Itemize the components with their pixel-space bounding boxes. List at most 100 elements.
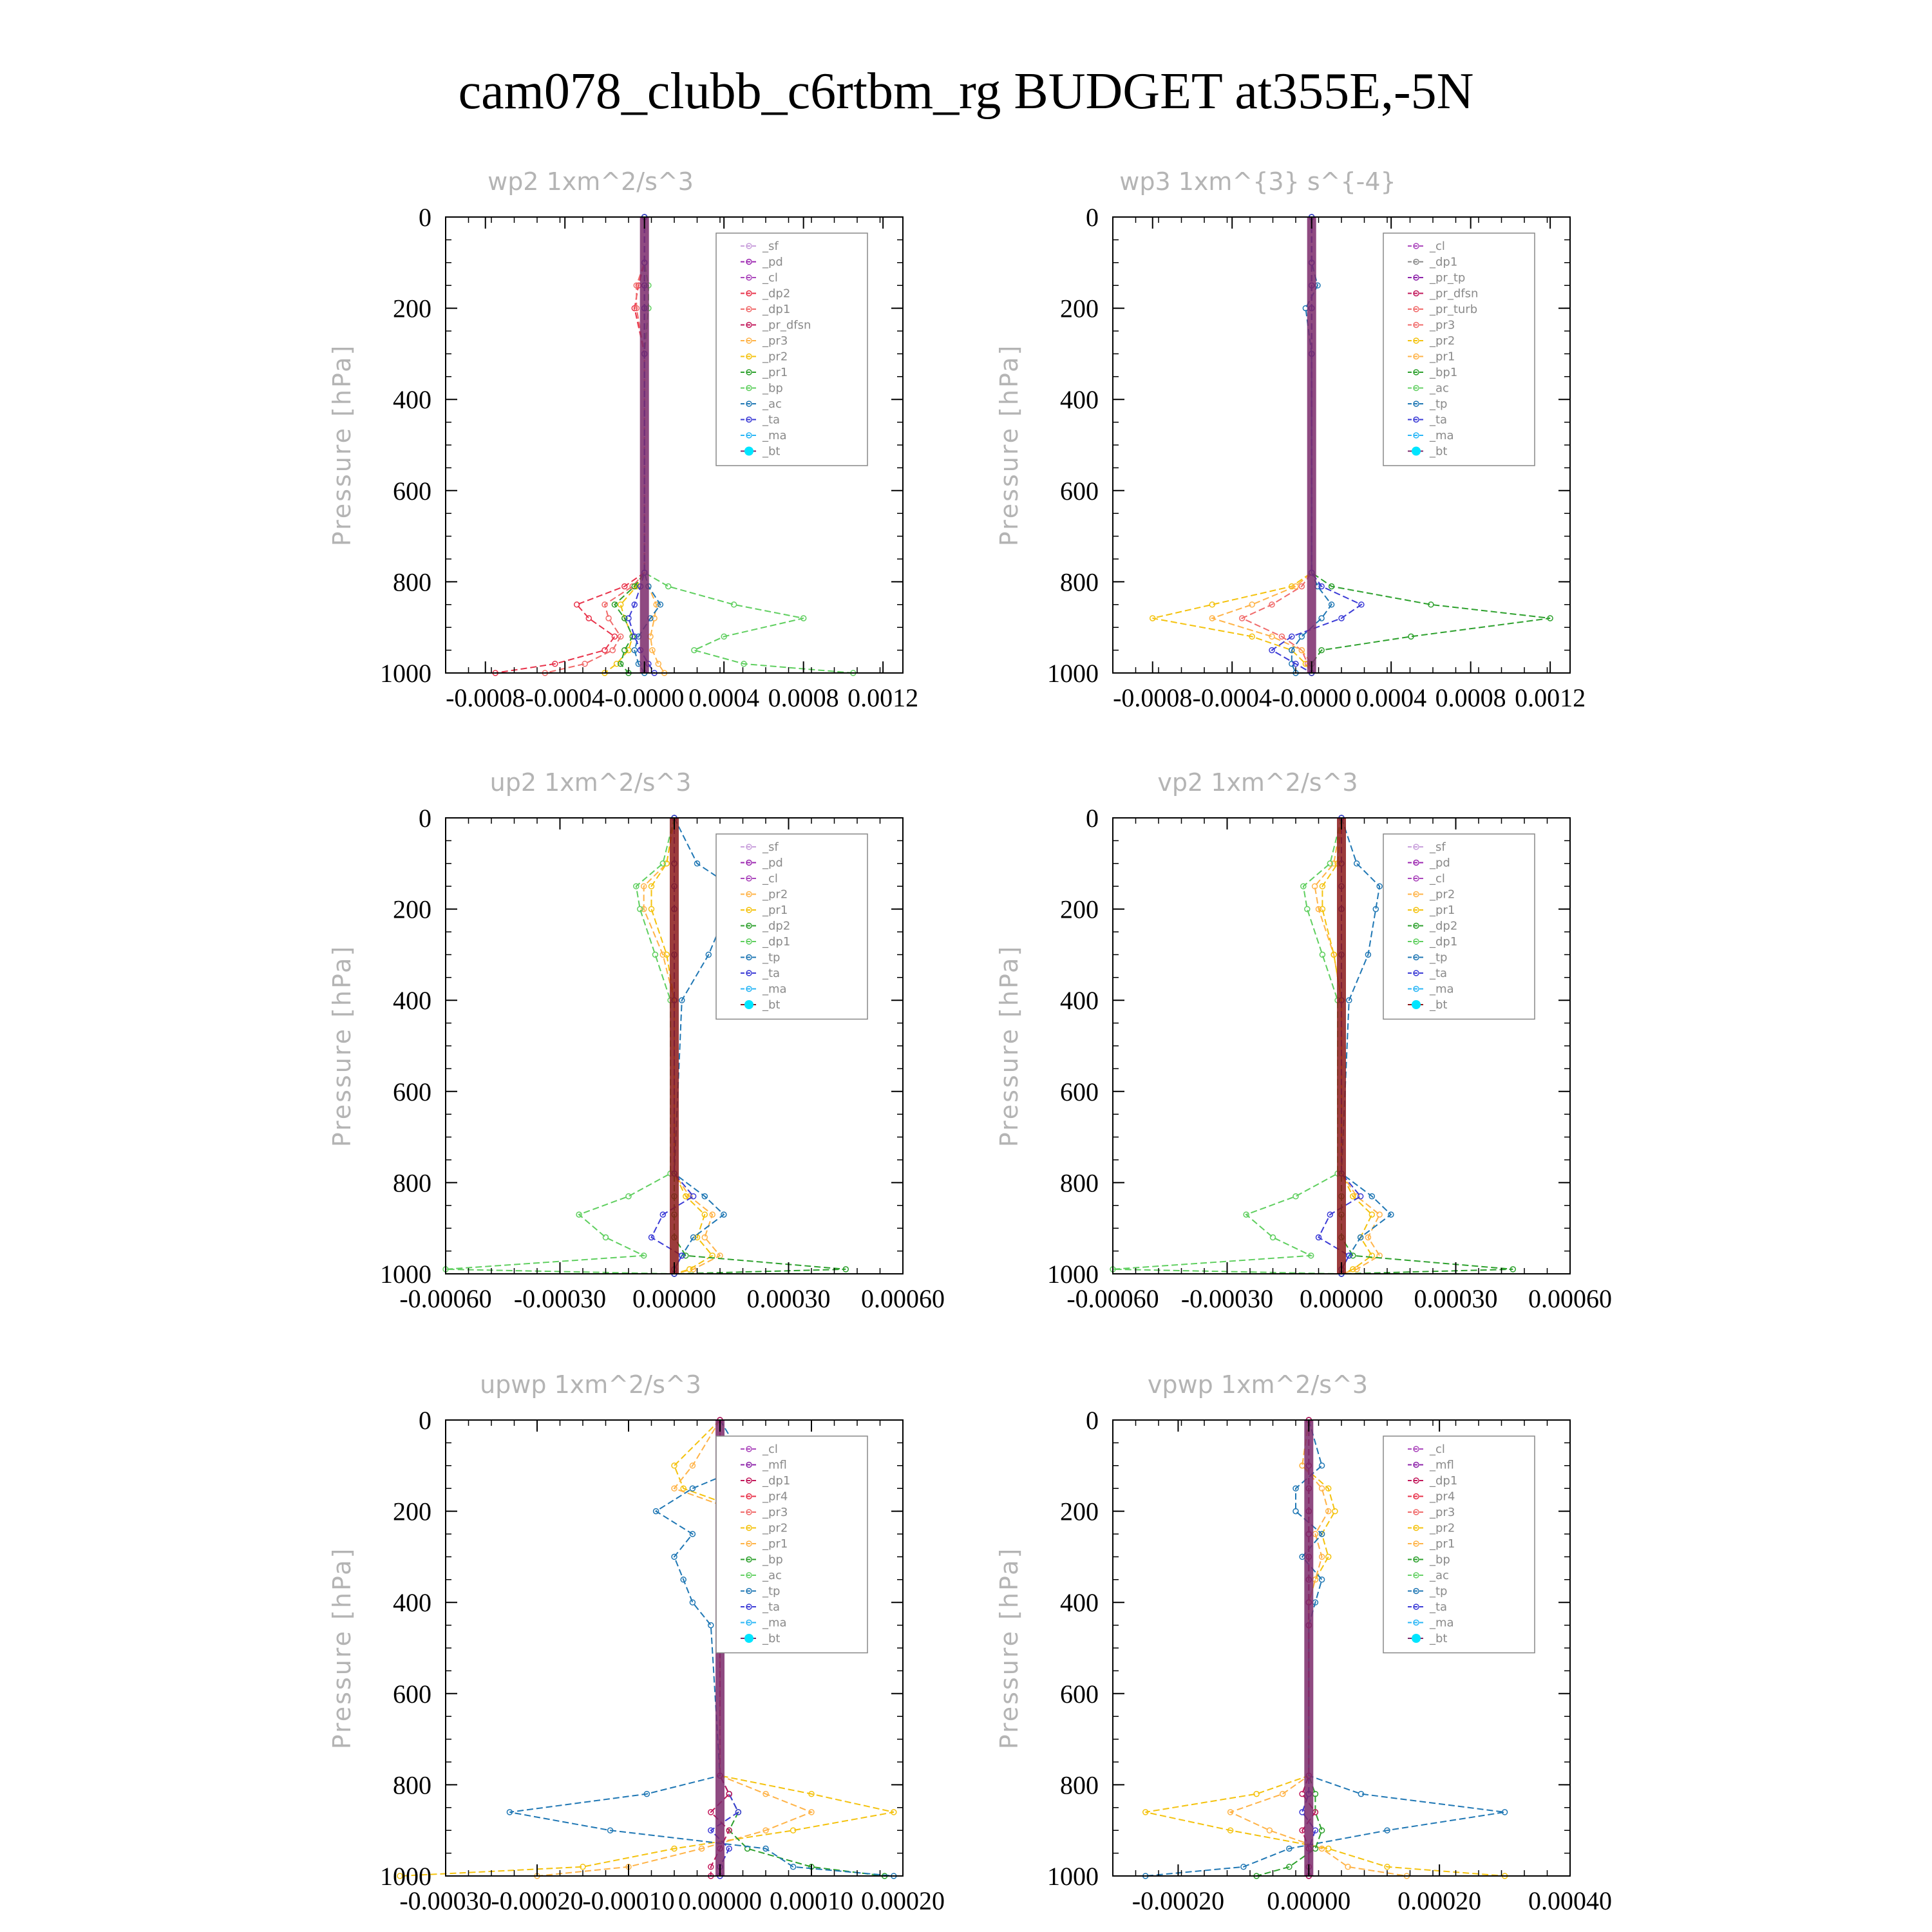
data-point (1315, 905, 1322, 913)
y-axis-label: Pressure [hPa] (995, 344, 1023, 547)
data-point (1279, 1790, 1286, 1797)
legend-entry-pr2: _pr2 (762, 888, 788, 902)
data-point (640, 883, 647, 889)
data-point (1240, 1864, 1247, 1870)
y-tick-label: 1000 (380, 1260, 431, 1289)
data-point (601, 647, 608, 654)
x-tick-label: 0.0004 (1356, 683, 1426, 712)
data-point (1298, 583, 1305, 590)
data-point (1368, 1211, 1376, 1218)
data-point (1358, 1790, 1365, 1797)
legend-marker (744, 1634, 753, 1643)
legend-entry-bt: _bt (1429, 445, 1447, 459)
legend-marker (746, 1604, 752, 1610)
data-point (708, 1827, 714, 1833)
legend-entry-cl: _cl (1429, 1443, 1445, 1456)
data-point (1501, 1809, 1508, 1815)
legend-marker (746, 321, 752, 328)
legend-marker (746, 353, 752, 360)
legend: _sf _pd _cl _dp2 _dp1 _pr_dfsn _pr3 _pr2 _pr1 _bp… (715, 232, 868, 466)
legend-marker (746, 970, 752, 976)
data-point (1307, 1252, 1314, 1259)
y-tick-label: 200 (393, 294, 431, 323)
legend-entry-ta: _ta (762, 967, 780, 980)
legend-marker (746, 1493, 752, 1500)
y-tick-label: 400 (1060, 986, 1099, 1015)
legend-marker (1413, 985, 1419, 992)
y-tick-label: 600 (393, 477, 431, 506)
data-point (1293, 1193, 1299, 1200)
legend-entry-ma: _ma (1429, 1616, 1454, 1630)
legend: _sf _pd _cl _pr2 _pr1 _dp2 _dp1 _tp _ta _ma _bt (715, 833, 868, 1020)
data-point (1357, 1193, 1364, 1200)
data-point (1328, 583, 1335, 590)
y-tick-label: 0 (1086, 1406, 1099, 1435)
x-tick-label: 0.0008 (1435, 683, 1506, 712)
x-tick-label: -0.00030 (514, 1284, 606, 1313)
legend-entry-sf: _sf (762, 240, 779, 253)
data-point (663, 860, 670, 867)
legend-entry-pd: _pd (762, 857, 783, 870)
series-line-dp1 (1112, 817, 1342, 1274)
y-tick-label: 800 (393, 1770, 431, 1799)
legend-marker (746, 875, 752, 882)
legend-entry-pr3: _pr3 (762, 334, 788, 348)
x-tick-label: 0.00020 (861, 1886, 945, 1915)
legend-marker (1413, 1556, 1419, 1563)
legend-marker (1413, 907, 1419, 913)
legend-marker (1413, 844, 1419, 850)
data-point (1345, 1864, 1351, 1870)
legend-entry-dp1: _dp1 (1429, 256, 1457, 269)
data-point (1346, 1252, 1352, 1259)
x-tick-label: -0.0004 (526, 683, 605, 712)
panel-4: vp2 1xm^2/s^3 Pressure [hPa] 0 200 400 600 800… (995, 768, 1612, 1313)
data-point (1350, 1266, 1356, 1273)
legend-box (1383, 1435, 1535, 1654)
legend-entry-ta: _ta (762, 1600, 780, 1614)
data-point (1368, 1252, 1376, 1259)
data-point (691, 647, 697, 654)
data-point (683, 1252, 689, 1259)
data-point (730, 601, 737, 608)
data-point (1547, 615, 1553, 621)
data-point (633, 305, 640, 312)
legend-entry-dp1: _dp1 (762, 303, 790, 316)
data-point (653, 601, 659, 608)
y-tick-label: 400 (393, 1588, 431, 1617)
x-tick-label: 0.00060 (1528, 1284, 1612, 1313)
legend-entry-pr_tp: _pr_tp (1429, 271, 1465, 285)
legend-entry-dp1: _dp1 (1429, 1474, 1457, 1488)
legend-marker (1413, 954, 1419, 961)
data-point (686, 1266, 693, 1273)
x-tick-label: 0.00030 (747, 1284, 831, 1313)
data-point (726, 1790, 732, 1797)
data-point (1346, 997, 1352, 1003)
data-point (631, 633, 638, 640)
legend: _cl _mfl _dp1 _pr4 _pr3 _pr2 _pr1 _bp _ac _tp _ta _… (715, 1435, 868, 1654)
series-line-pr2 (1152, 217, 1312, 674)
series-line-pr1 (650, 817, 714, 1274)
data-point (643, 1790, 650, 1797)
data-point (842, 1266, 849, 1273)
legend-marker (1413, 1477, 1419, 1484)
series-group (492, 214, 857, 676)
legend-entry-ta: _ta (1429, 413, 1447, 427)
data-point (708, 1809, 714, 1815)
data-point (1365, 1234, 1372, 1241)
data-point (611, 633, 618, 640)
data-point (605, 615, 612, 621)
legend: _cl _dp1 _pr_tp _pr_dfsn _pr_turb _pr3 _pr2 _pr… (1383, 232, 1535, 466)
data-point (648, 1234, 655, 1241)
data-point (1331, 951, 1337, 958)
legend-entry-pr3: _pr3 (1429, 1506, 1455, 1519)
legend-entry-bt: _bt (762, 998, 780, 1012)
data-point (1368, 1193, 1376, 1200)
data-point (609, 647, 616, 654)
data-point (659, 1211, 667, 1218)
legend-marker (1413, 970, 1419, 976)
data-point (808, 1809, 815, 1815)
y-tick-label: 800 (1060, 1168, 1099, 1197)
data-point (701, 1211, 708, 1218)
data-point (648, 883, 655, 889)
legend-entry-ac: _ac (762, 397, 782, 411)
